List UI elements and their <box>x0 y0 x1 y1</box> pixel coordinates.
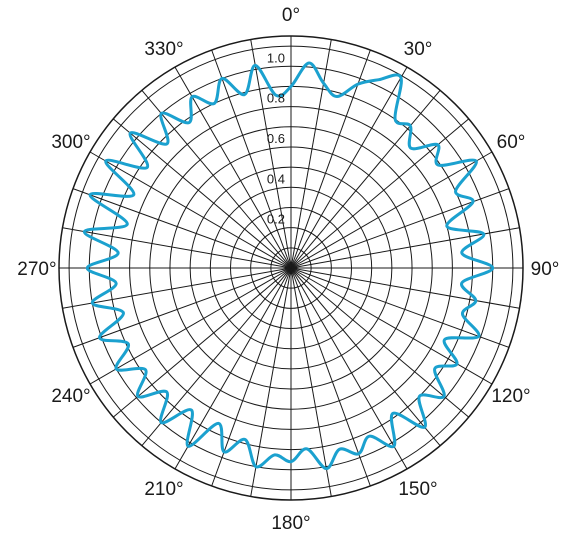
angular-grid-spoke <box>290 267 493 385</box>
angular-grid-spoke <box>290 89 441 269</box>
angular-grid-spoke <box>62 267 292 309</box>
angular-grid-spokes <box>59 36 523 500</box>
angular-grid-spoke <box>72 267 292 348</box>
angle-tick-label: 60° <box>497 132 526 153</box>
angular-grid-spoke <box>290 267 520 309</box>
angular-grid-spoke <box>72 188 292 269</box>
angle-tick-label: 90° <box>531 259 560 280</box>
angle-tick-label: 0° <box>282 5 300 26</box>
radius-tick-label: 0.6 <box>267 131 285 146</box>
angular-grid-spoke <box>141 89 292 269</box>
angular-grid-spoke <box>62 227 292 269</box>
angle-tick-label: 300° <box>51 132 90 153</box>
angular-grid-spoke <box>290 267 470 418</box>
radius-tick-label: 0.4 <box>267 171 285 186</box>
angular-grid-spoke <box>290 118 470 269</box>
angle-tick-label: 120° <box>491 386 530 407</box>
angle-tick-label: 30° <box>404 39 433 60</box>
angular-grid-spoke <box>112 118 292 269</box>
angular-grid-spoke <box>250 267 292 497</box>
series-layer <box>82 61 495 471</box>
angle-tick-label: 240° <box>51 386 90 407</box>
angular-grid-spoke <box>141 267 292 447</box>
radial-tick-labels: 0.2 0.4 0.6 0.8 1.0 <box>267 50 285 226</box>
angular-grid-spoke <box>89 151 292 269</box>
angular-grid-spoke <box>290 66 408 269</box>
angular-grid-spoke <box>250 39 292 269</box>
radius-tick-label: 0.2 <box>267 212 285 227</box>
angle-tick-label: 150° <box>398 479 437 500</box>
radius-tick-label: 1.0 <box>267 50 285 65</box>
angular-grid-spoke <box>290 39 332 269</box>
series-line <box>82 61 495 471</box>
angular-grid-spoke <box>174 267 292 470</box>
angular-grid-spoke <box>290 151 493 269</box>
angular-grid-spoke <box>290 267 371 487</box>
angle-tick-label: 270° <box>17 259 56 280</box>
radius-tick-label: 0.8 <box>267 91 285 106</box>
angular-grid-spoke <box>89 267 292 385</box>
angular-grid-spoke <box>290 227 520 269</box>
angular-grid-spoke <box>174 66 292 269</box>
angular-grid-spoke <box>290 267 408 470</box>
angle-tick-label: 210° <box>144 479 183 500</box>
angular-grid-spoke <box>290 267 441 447</box>
angular-grid-spoke <box>211 49 292 269</box>
angle-tick-label: 180° <box>271 513 310 534</box>
angular-grid-spoke <box>290 267 332 497</box>
angular-grid-spoke <box>290 267 510 348</box>
angular-grid-spoke <box>211 267 292 487</box>
angle-tick-label: 330° <box>144 39 183 60</box>
angular-grid-spoke <box>112 267 292 418</box>
angular-grid-spoke <box>290 49 371 269</box>
angular-tick-labels: 0° 30° 60° 90° 120° 150° 180° 210° 240° 270° 300° 3… <box>17 5 559 534</box>
